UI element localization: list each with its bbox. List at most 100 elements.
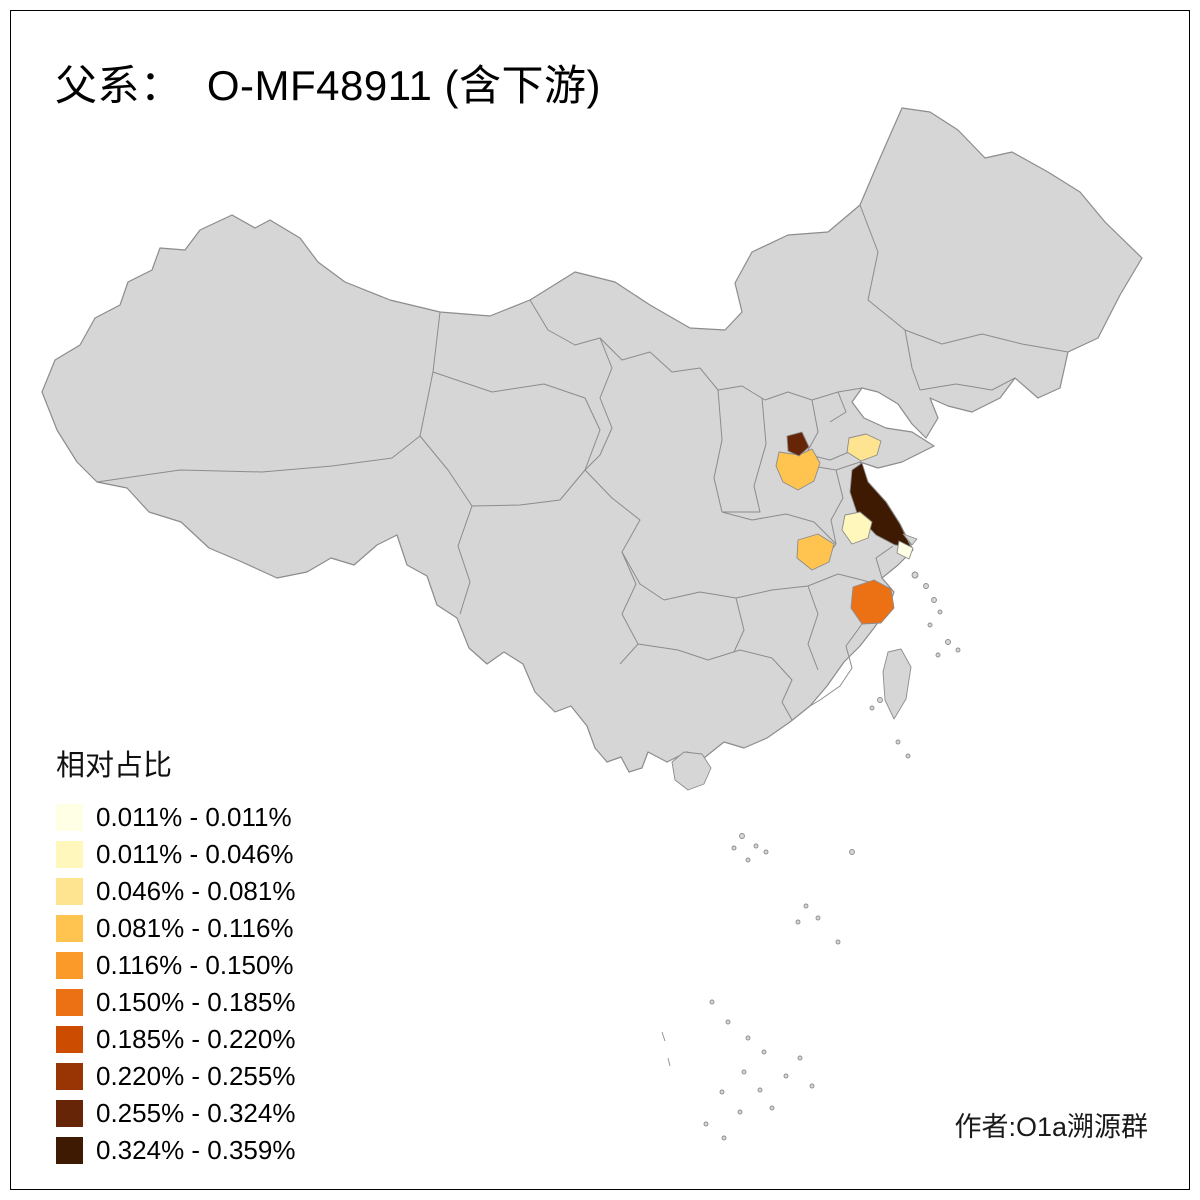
small-island: [955, 647, 961, 653]
small-island: [905, 753, 911, 759]
small-island: [809, 1083, 815, 1089]
small-island: [945, 639, 951, 645]
legend-label: 0.150% - 0.185%: [96, 987, 296, 1017]
legend-item: 0.116% - 0.150%: [56, 947, 295, 984]
province-border-line: [904, 329, 1069, 353]
province-border-line: [584, 337, 613, 471]
legend-title: 相对占比: [56, 750, 173, 782]
small-island: [869, 705, 875, 711]
province-border-line: [663, 573, 839, 601]
small-island: [931, 597, 937, 603]
small-island: [849, 849, 855, 855]
small-island: [769, 1105, 775, 1111]
legend-swatch: [56, 1137, 83, 1164]
small-island: [763, 849, 769, 855]
legend-item: 0.220% - 0.255%: [56, 1058, 295, 1095]
page-title: 父系： O-MF48911 (含下游): [55, 62, 601, 109]
legend-swatch: [56, 804, 83, 831]
small-island: [703, 1121, 709, 1127]
legend: 相对占比 0.011% - 0.011% 0.011% - 0.046% 0.0…: [56, 742, 295, 1169]
small-island: [667, 1057, 671, 1067]
legend-label: 0.081% - 0.116%: [96, 913, 294, 943]
region-central-shandong: [846, 433, 882, 462]
province-border-line: [875, 545, 894, 579]
small-island: [795, 919, 801, 925]
small-island: [753, 843, 759, 849]
china-mainland: [41, 107, 1143, 773]
islands: [661, 533, 961, 1141]
small-island: [797, 1055, 803, 1061]
small-island: [783, 1073, 789, 1079]
legend-swatch: [56, 952, 83, 979]
region-central-henan: [775, 448, 821, 491]
legend-item: 0.150% - 0.185%: [56, 984, 295, 1021]
author-credit: 作者:O1a溯源群: [954, 1112, 1148, 1142]
small-island: [895, 739, 901, 745]
legend-item: 0.324% - 0.359%: [56, 1132, 295, 1169]
legend-label: 0.255% - 0.324%: [96, 1098, 296, 1128]
legend-label: 0.011% - 0.046%: [96, 839, 294, 869]
legend-label: 0.220% - 0.255%: [96, 1061, 296, 1091]
small-island: [761, 1049, 767, 1055]
small-island: [877, 697, 883, 703]
legend-item: 0.255% - 0.324%: [56, 1095, 295, 1132]
small-island: [745, 1035, 751, 1041]
legend-item: 0.046% - 0.081%: [56, 873, 295, 910]
legend-item: 0.185% - 0.220%: [56, 1021, 295, 1058]
region-east-hubei: [796, 533, 835, 571]
small-island: [745, 857, 751, 863]
small-island: [927, 622, 933, 628]
highlighted-regions: [775, 431, 914, 625]
small-island: [737, 1109, 743, 1115]
legend-item: 0.081% - 0.116%: [56, 910, 295, 947]
small-island: [719, 1089, 725, 1095]
legend-item: 0.011% - 0.046%: [56, 836, 295, 873]
small-island: [923, 583, 929, 589]
legend-label: 0.185% - 0.220%: [96, 1024, 296, 1054]
province-border-line: [839, 623, 863, 687]
province-border-line: [619, 551, 639, 665]
legend-label: 0.011% - 0.011%: [96, 802, 292, 832]
province-border-line: [96, 311, 441, 483]
region-central-anhui: [841, 511, 873, 545]
legend-label: 0.324% - 0.359%: [96, 1135, 296, 1165]
legend-swatch: [56, 989, 83, 1016]
region-shanghai: [896, 540, 914, 560]
hainan-island: [671, 751, 712, 791]
legend-label: 0.116% - 0.150%: [96, 950, 294, 980]
small-island: [721, 1135, 727, 1141]
legend-swatch: [56, 1063, 83, 1090]
province-border-line: [529, 299, 863, 401]
province-border-line: [713, 389, 723, 513]
small-island: [935, 652, 941, 658]
province-border-line: [771, 657, 793, 721]
province-border-line: [829, 391, 847, 423]
legend-swatch: [56, 1026, 83, 1053]
region-north-henan: [786, 431, 810, 457]
province-border-line: [904, 329, 921, 391]
small-island: [803, 903, 809, 909]
small-island: [937, 609, 943, 615]
chongming-island: [902, 533, 918, 546]
legend-swatch: [56, 878, 83, 905]
legend-swatch: [56, 915, 83, 942]
small-island: [661, 1031, 666, 1042]
small-island: [731, 845, 737, 851]
province-borders: [96, 204, 1069, 721]
province-border-line: [807, 585, 819, 671]
small-island: [739, 833, 745, 839]
small-island: [911, 571, 919, 579]
province-border-line: [722, 397, 767, 513]
province-border-line: [733, 597, 745, 653]
province-border-line: [919, 377, 1016, 391]
small-island: [815, 915, 821, 921]
province-border-line: [637, 643, 773, 661]
province-border-line: [457, 505, 473, 615]
taiwan-island: [882, 648, 912, 720]
legend-swatch: [56, 841, 83, 868]
region-west-jiangxi: [850, 579, 895, 625]
small-island: [725, 1019, 731, 1025]
small-island: [741, 1069, 747, 1075]
province-border-line: [809, 685, 841, 707]
